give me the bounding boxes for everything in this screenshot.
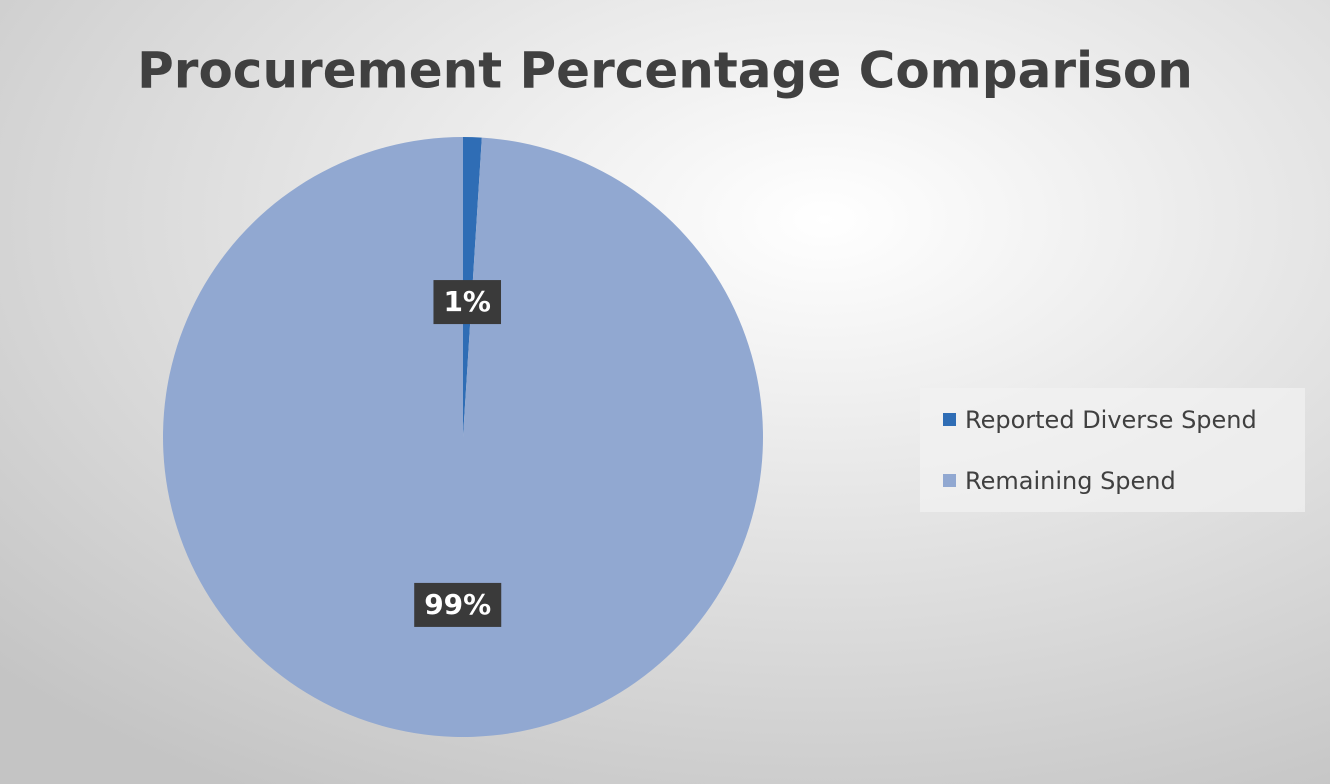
data-label: 1% — [443, 285, 491, 318]
pie-slice — [163, 137, 763, 738]
legend-swatch — [943, 474, 956, 487]
data-label: 99% — [424, 588, 491, 621]
legend-label: Remaining Spend — [965, 467, 1176, 495]
chart-title: Procurement Percentage Comparison — [137, 42, 1193, 100]
data-label-box — [433, 280, 502, 325]
legend-label: Reported Diverse Spend — [965, 406, 1257, 434]
legend-swatch — [943, 413, 956, 426]
legend-box — [920, 388, 1305, 512]
data-label-box — [414, 582, 502, 627]
